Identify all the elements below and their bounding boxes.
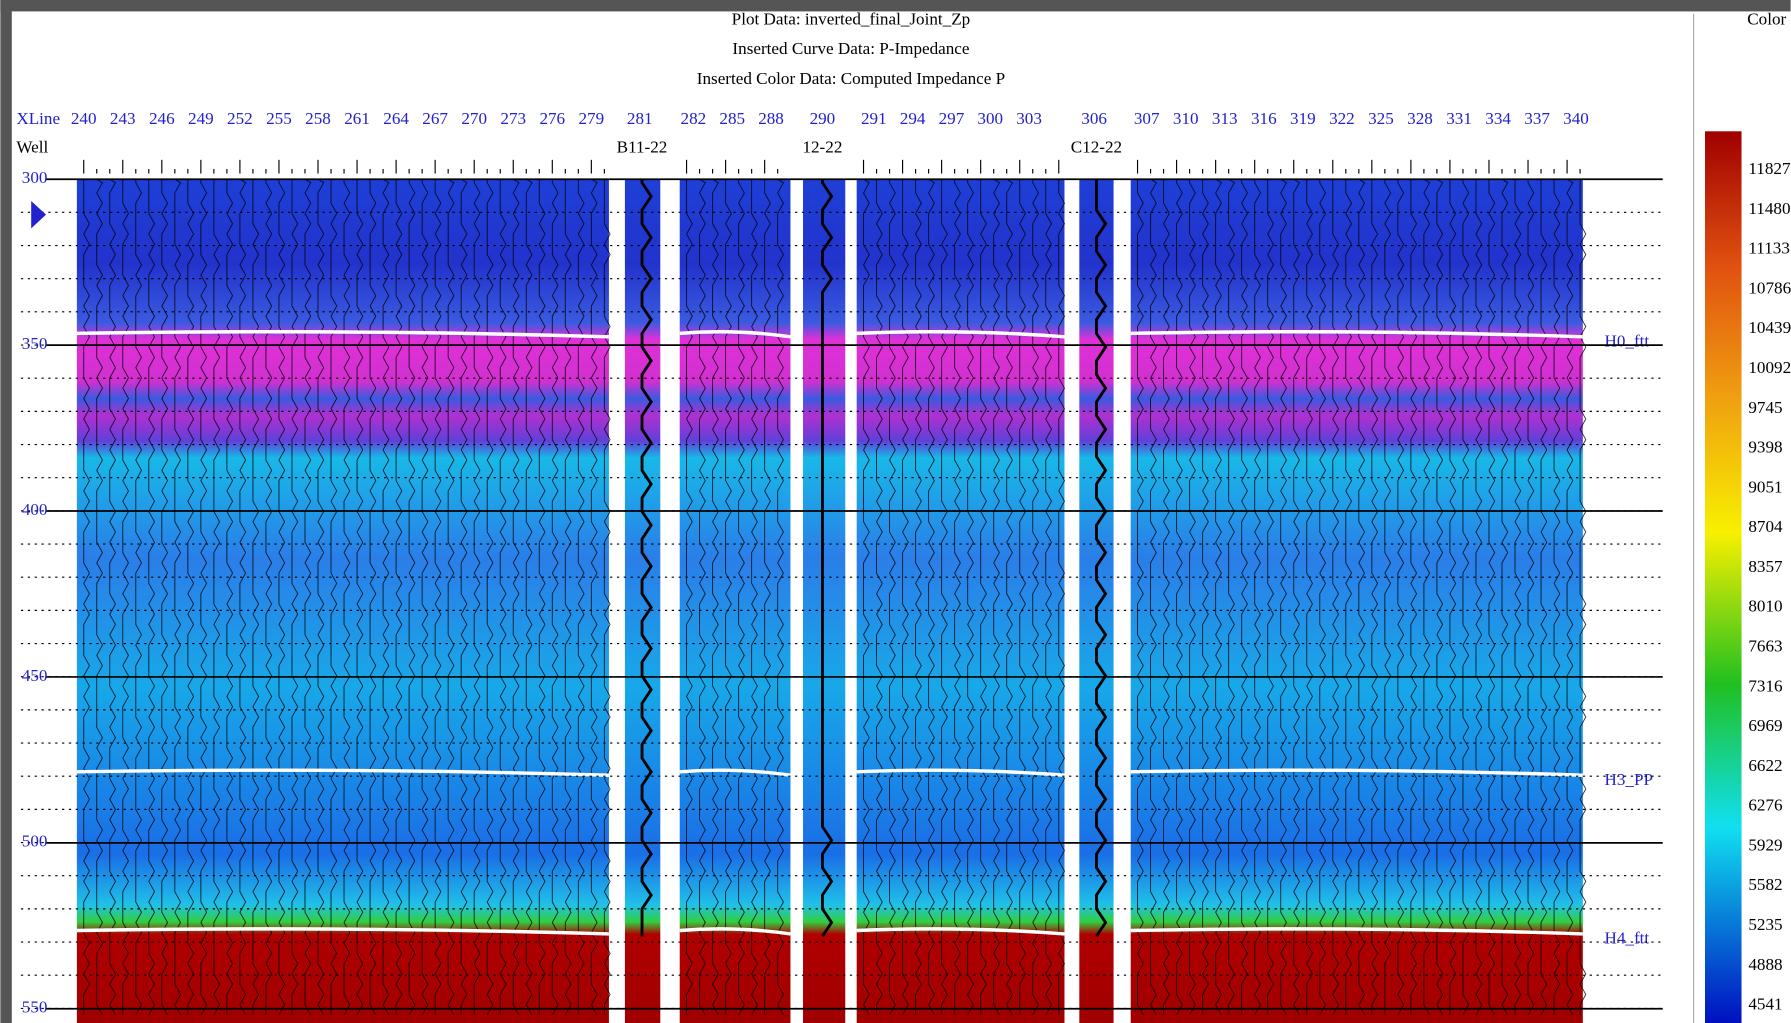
color-bar (1705, 131, 1742, 1023)
xline-label: 294 (900, 109, 926, 128)
xline-label: 288 (758, 109, 784, 128)
well-label: B11-22 (617, 137, 668, 156)
color-key-label: 10439 (1748, 318, 1791, 337)
xline-title: XLine (16, 109, 60, 128)
xline-label: 264 (383, 109, 409, 128)
color-key-label: 6276 (1748, 796, 1783, 815)
xline-label: 282 (681, 109, 707, 128)
time-label: 500 (22, 832, 48, 851)
xline-label: 240 (71, 109, 97, 128)
header-line: Plot Data: inverted_final_Joint_Zp (732, 9, 971, 28)
xline-label: 290 (810, 109, 836, 128)
horizon-label: H4_ftt (1605, 929, 1650, 948)
color-key-label: 5582 (1748, 875, 1782, 894)
seismic-window: B11-22 12-22 C12-22 H0_ftt H3_PP H4_ftt 300 350… (0, 0, 1791, 1023)
color-key-label: 4888 (1748, 955, 1782, 974)
color-key-label: 5235 (1748, 915, 1782, 934)
xline-label: 322 (1329, 109, 1355, 128)
horizon-label: H3_PP (1605, 770, 1654, 789)
xline-label: 261 (344, 109, 370, 128)
color-key-label: 11133 (1748, 239, 1790, 258)
xline-label: 281 (627, 109, 653, 128)
xline-label: 285 (719, 109, 745, 128)
xline-label: 340 (1563, 109, 1589, 128)
xline-label: 273 (500, 109, 526, 128)
color-key-label: 10786 (1748, 278, 1791, 297)
color-key-title: Color Key (1747, 9, 1791, 28)
color-key-label: 5929 (1748, 835, 1782, 854)
color-key-label: 4541 (1748, 995, 1782, 1014)
xline-label: 246 (149, 109, 175, 128)
seismic-panel (680, 179, 791, 1023)
color-key-label: 7663 (1748, 637, 1782, 656)
xline-label: 316 (1251, 109, 1277, 128)
xline-label: 279 (579, 109, 605, 128)
xline-label: 313 (1212, 109, 1238, 128)
xline-label: 325 (1368, 109, 1394, 128)
time-label: 550 (22, 998, 48, 1017)
xline-label: 276 (539, 109, 565, 128)
xline-label: 307 (1134, 109, 1160, 128)
xline-label: 297 (939, 109, 965, 128)
header-line: Inserted Curve Data: P-Impedance (732, 39, 969, 58)
xline-label: 291 (861, 109, 887, 128)
xline-label: 310 (1173, 109, 1199, 128)
time-label: 450 (22, 666, 48, 685)
color-key-label: 8704 (1748, 517, 1783, 536)
seismic-panel (1131, 179, 1583, 1023)
xline-label: 267 (422, 109, 448, 128)
color-key-label: 9745 (1748, 398, 1782, 417)
horizon-label: H0_ftt (1605, 331, 1650, 350)
xline-label: 319 (1290, 109, 1316, 128)
time-label: 400 (22, 500, 48, 519)
color-key-label: 8010 (1748, 597, 1782, 616)
time-label: 350 (22, 334, 48, 353)
xline-label: 249 (188, 109, 214, 128)
color-key-label: 7316 (1748, 676, 1783, 695)
well-label: 12-22 (802, 137, 842, 156)
xline-label: 258 (305, 109, 331, 128)
well-label: C12-22 (1071, 137, 1122, 156)
well-strip (803, 179, 845, 1023)
time-label: 300 (22, 168, 48, 187)
xline-label: 328 (1407, 109, 1433, 128)
color-key-label: 10092 (1748, 358, 1791, 377)
frame-left (0, 0, 11, 1023)
color-key-label: 6622 (1748, 756, 1782, 775)
color-key-label: 11827 (1748, 159, 1791, 178)
xline-label: 300 (977, 109, 1003, 128)
color-key-label: 11480 (1748, 199, 1790, 218)
color-key-label: 8357 (1748, 557, 1783, 576)
header-line: Inserted Color Data: Computed Impedance … (697, 69, 1005, 88)
xline-label: 331 (1446, 109, 1472, 128)
xline-label: 270 (461, 109, 487, 128)
xline-label: 337 (1524, 109, 1550, 128)
xline-label: 255 (266, 109, 292, 128)
well-title: Well (16, 137, 48, 156)
color-key-label: 6969 (1748, 716, 1782, 735)
xline-label: 334 (1485, 109, 1511, 128)
xline-label: 303 (1016, 109, 1042, 128)
xline-label: 252 (227, 109, 253, 128)
color-key-label: 9398 (1748, 438, 1782, 457)
xline-label: 306 (1081, 109, 1107, 128)
xline-label: 243 (110, 109, 136, 128)
color-key-label: 9051 (1748, 477, 1782, 496)
